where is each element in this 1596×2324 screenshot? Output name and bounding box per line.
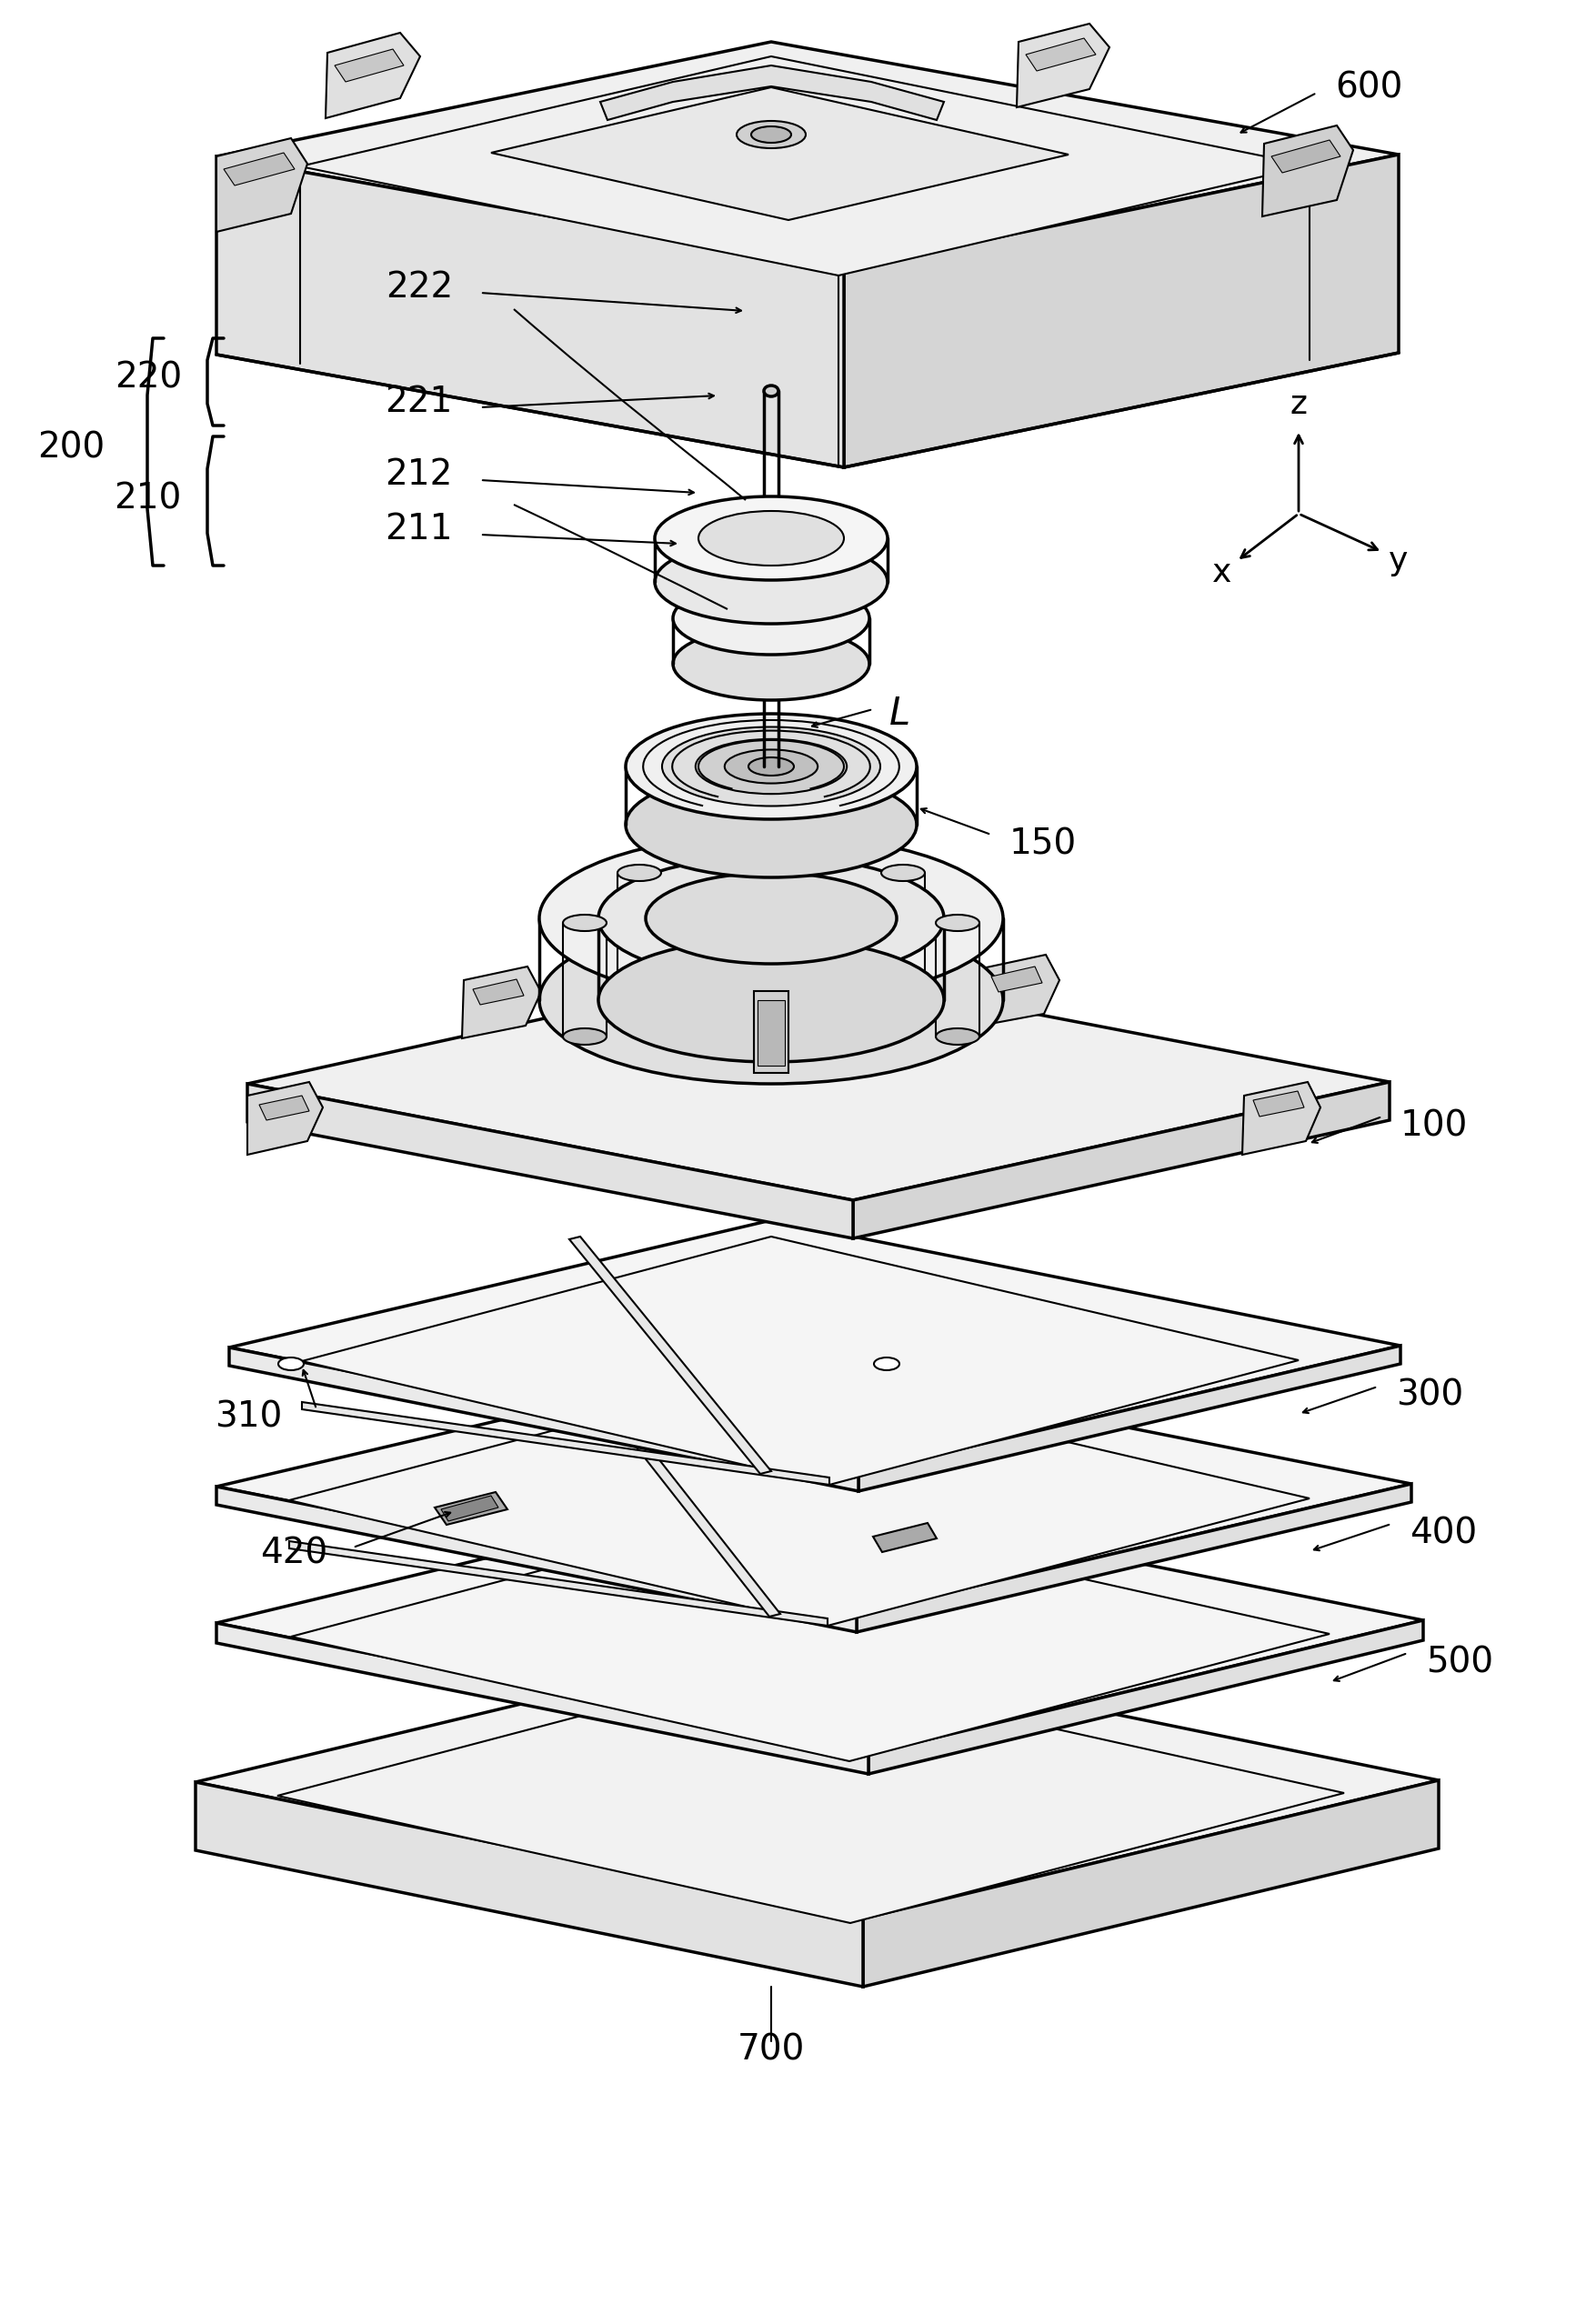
Ellipse shape <box>696 739 846 795</box>
Polygon shape <box>440 1497 498 1522</box>
Polygon shape <box>1017 23 1109 107</box>
Polygon shape <box>335 49 404 81</box>
Ellipse shape <box>645 874 897 964</box>
Ellipse shape <box>672 627 868 700</box>
Polygon shape <box>862 1780 1438 1987</box>
Polygon shape <box>757 999 784 1067</box>
Polygon shape <box>289 1541 827 1627</box>
Polygon shape <box>472 978 523 1004</box>
Ellipse shape <box>626 772 916 878</box>
Ellipse shape <box>749 758 793 776</box>
Ellipse shape <box>697 511 843 565</box>
Text: y: y <box>1389 546 1408 576</box>
Text: x: x <box>1211 558 1231 588</box>
Polygon shape <box>302 1236 1298 1485</box>
Polygon shape <box>568 1236 771 1473</box>
Polygon shape <box>873 1522 937 1552</box>
Polygon shape <box>600 65 943 121</box>
Polygon shape <box>492 88 1068 221</box>
Polygon shape <box>290 1508 1329 1762</box>
Polygon shape <box>980 955 1058 1025</box>
Ellipse shape <box>736 121 806 149</box>
Polygon shape <box>223 153 295 186</box>
Polygon shape <box>259 1095 310 1120</box>
Polygon shape <box>217 156 843 467</box>
Polygon shape <box>217 1490 1422 1755</box>
Polygon shape <box>289 1373 1309 1627</box>
Polygon shape <box>247 1083 852 1239</box>
Polygon shape <box>217 1487 855 1631</box>
Text: 100: 100 <box>1400 1109 1467 1143</box>
Text: 700: 700 <box>737 2034 804 2068</box>
Text: 210: 210 <box>115 481 182 516</box>
Ellipse shape <box>598 858 943 981</box>
Polygon shape <box>247 964 1389 1199</box>
Ellipse shape <box>750 125 790 142</box>
Polygon shape <box>1261 125 1352 216</box>
Text: 211: 211 <box>385 511 453 546</box>
Text: 222: 222 <box>385 270 453 304</box>
Polygon shape <box>843 156 1398 467</box>
Ellipse shape <box>873 1357 899 1371</box>
Polygon shape <box>868 1620 1422 1773</box>
Ellipse shape <box>763 386 777 397</box>
Ellipse shape <box>626 713 916 820</box>
Polygon shape <box>217 42 1398 270</box>
Text: 600: 600 <box>1334 70 1401 105</box>
Ellipse shape <box>935 1027 978 1046</box>
Polygon shape <box>461 967 541 1039</box>
Polygon shape <box>195 1643 1438 1920</box>
Polygon shape <box>247 1083 322 1155</box>
Polygon shape <box>278 1666 1344 1922</box>
Ellipse shape <box>672 581 868 655</box>
Ellipse shape <box>881 978 924 995</box>
Text: z: z <box>1290 388 1307 421</box>
Polygon shape <box>579 1373 780 1618</box>
Ellipse shape <box>563 1027 606 1046</box>
Polygon shape <box>217 1357 1411 1613</box>
Ellipse shape <box>881 865 924 881</box>
Polygon shape <box>217 1622 868 1773</box>
Text: 212: 212 <box>385 458 453 493</box>
Polygon shape <box>1025 37 1095 72</box>
Ellipse shape <box>654 539 887 623</box>
Text: 300: 300 <box>1395 1378 1462 1413</box>
Text: 221: 221 <box>385 383 453 418</box>
Polygon shape <box>302 1401 828 1485</box>
Ellipse shape <box>539 834 1002 1002</box>
Ellipse shape <box>725 751 817 783</box>
Ellipse shape <box>618 865 661 881</box>
Ellipse shape <box>618 978 661 995</box>
Polygon shape <box>326 33 420 119</box>
Text: 150: 150 <box>1009 827 1076 862</box>
Polygon shape <box>195 1783 862 1987</box>
Polygon shape <box>230 1220 1400 1473</box>
Polygon shape <box>300 56 1309 277</box>
Ellipse shape <box>278 1357 303 1371</box>
Polygon shape <box>1253 1090 1304 1116</box>
Text: 310: 310 <box>214 1399 282 1434</box>
Polygon shape <box>855 1483 1411 1631</box>
Text: 500: 500 <box>1425 1645 1492 1680</box>
Text: 400: 400 <box>1409 1515 1476 1550</box>
Text: L: L <box>889 695 910 732</box>
Polygon shape <box>217 137 306 232</box>
Text: 420: 420 <box>260 1536 327 1571</box>
Ellipse shape <box>935 916 978 932</box>
Text: 220: 220 <box>115 360 182 395</box>
Polygon shape <box>434 1492 508 1525</box>
Polygon shape <box>859 1346 1400 1492</box>
Ellipse shape <box>654 497 887 581</box>
Ellipse shape <box>539 916 1002 1083</box>
Polygon shape <box>852 1083 1389 1239</box>
Ellipse shape <box>598 939 943 1062</box>
Polygon shape <box>753 990 788 1074</box>
Polygon shape <box>1270 139 1339 172</box>
Polygon shape <box>230 1348 859 1492</box>
Polygon shape <box>991 967 1042 992</box>
Text: 200: 200 <box>37 430 104 465</box>
Ellipse shape <box>563 916 606 932</box>
Polygon shape <box>1242 1083 1320 1155</box>
Ellipse shape <box>662 727 879 806</box>
